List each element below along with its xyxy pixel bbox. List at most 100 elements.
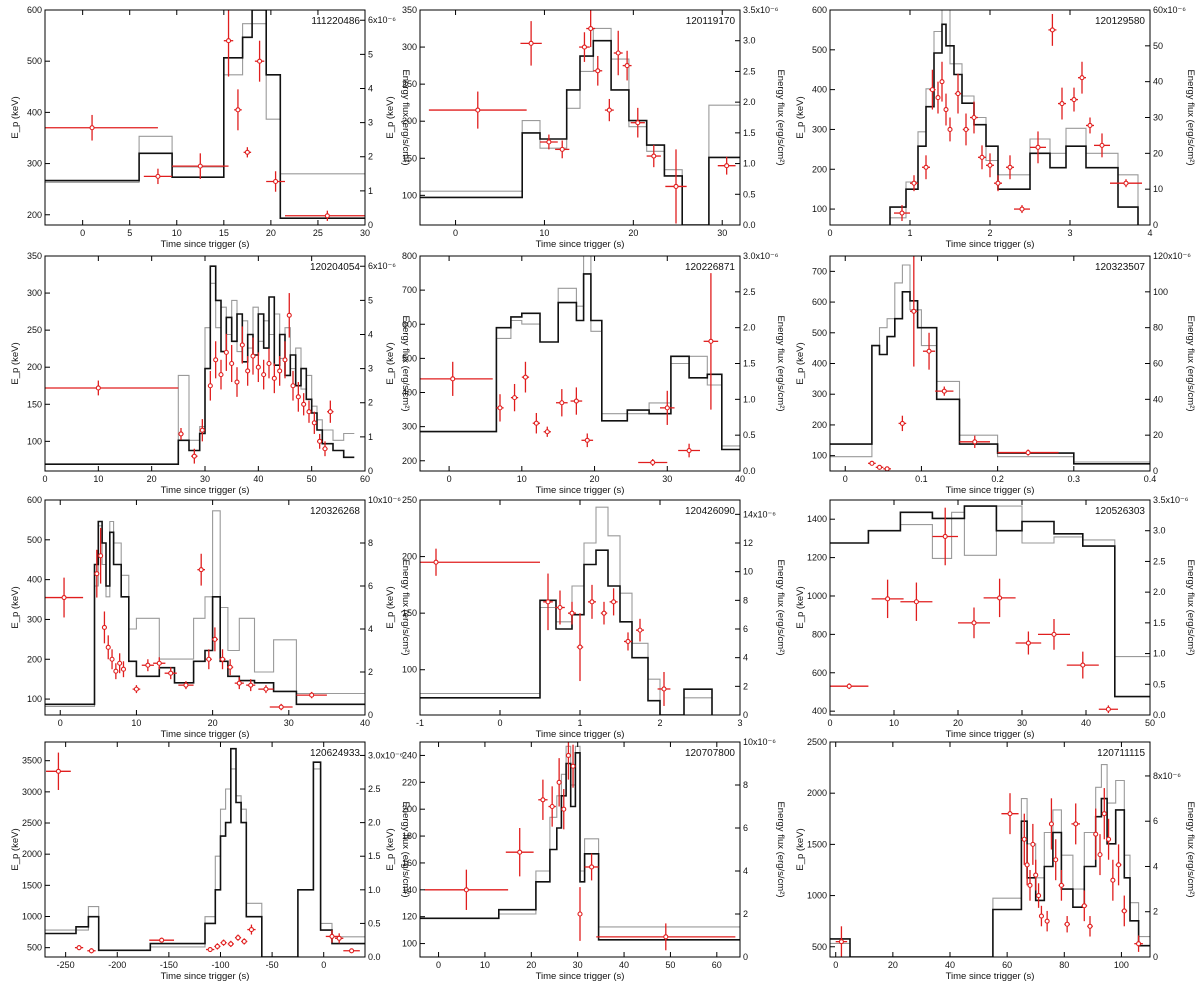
point-marker xyxy=(309,692,315,698)
plot-area xyxy=(830,505,1150,714)
data-point xyxy=(223,333,229,371)
point-marker xyxy=(995,180,1001,186)
x-tick-label: 30 xyxy=(662,474,672,484)
y2-tick-label: 4 xyxy=(368,83,373,93)
x-axis-label: Time since trigger (s) xyxy=(946,239,1035,250)
point-marker xyxy=(248,682,254,688)
panel-id: 120323507 xyxy=(1095,262,1145,273)
point-marker xyxy=(584,437,590,443)
data-point xyxy=(322,441,328,457)
point-marker xyxy=(637,627,643,633)
y2-tick-label: 0.5 xyxy=(368,918,381,928)
point-marker xyxy=(263,686,269,692)
y2-axis-label: Energy flux (erg/s/cm²) xyxy=(775,801,786,897)
plot-area xyxy=(420,506,713,715)
point-marker xyxy=(1025,450,1031,456)
point-marker xyxy=(624,63,630,69)
data-point xyxy=(1048,798,1054,850)
x-tick-label: 0.4 xyxy=(1144,474,1157,484)
data-point xyxy=(241,938,248,945)
data-point xyxy=(1030,823,1036,865)
point-marker xyxy=(1101,811,1107,817)
panel-id: 120707800 xyxy=(685,748,735,759)
plot-area xyxy=(420,742,740,951)
point-marker xyxy=(544,429,550,435)
x-tick-label: 0 xyxy=(453,228,458,238)
x-tick-label: 30 xyxy=(717,228,727,238)
x-axis-label: Time since trigger (s) xyxy=(946,729,1035,740)
point-marker xyxy=(207,383,213,389)
point-marker xyxy=(213,357,219,363)
flux-curve-light xyxy=(420,256,740,447)
y2-tick-label: 50 xyxy=(1153,41,1163,51)
panel-id: 120624933 xyxy=(310,748,360,759)
y-tick-label: 500 xyxy=(27,535,42,545)
y-tick-label: 100 xyxy=(812,204,827,214)
flux-curve-light xyxy=(830,505,1150,658)
data-point xyxy=(295,382,301,412)
y2-tick-label: 10x10⁻⁶ xyxy=(368,495,401,505)
plot-area xyxy=(45,510,365,711)
y-tick-label: 100 xyxy=(402,939,417,949)
data-point xyxy=(258,685,274,694)
data-point xyxy=(962,113,970,146)
x-tick-label: -200 xyxy=(108,960,126,970)
plot-frame xyxy=(44,9,366,226)
x-tick-label: 0 xyxy=(447,474,452,484)
panel-id: 120119170 xyxy=(686,16,736,27)
data-point xyxy=(622,50,632,81)
point-marker xyxy=(615,50,621,56)
y-tick-label: 120 xyxy=(402,912,417,922)
y-tick-label: 2500 xyxy=(22,818,42,828)
data-point xyxy=(229,344,235,383)
data-point xyxy=(561,789,567,830)
point-marker xyxy=(661,686,667,692)
point-marker xyxy=(606,107,612,113)
data-point xyxy=(143,168,173,185)
data-point xyxy=(94,549,100,598)
point-marker xyxy=(846,683,852,689)
point-marker xyxy=(61,594,67,601)
y2-tick-label: 1.0 xyxy=(743,394,756,404)
plot-frame xyxy=(44,499,366,716)
data-point xyxy=(1027,869,1033,901)
point-marker xyxy=(979,154,985,160)
y2-tick-label: 3.0 xyxy=(743,36,756,46)
y-axis-label: E_p (keV) xyxy=(385,828,396,870)
point-marker xyxy=(1079,75,1085,81)
x-tick-label: 60 xyxy=(712,960,722,970)
point-marker xyxy=(1044,918,1050,924)
x-tick-label: 80 xyxy=(1059,960,1069,970)
data-point xyxy=(588,584,596,619)
y-tick-label: 600 xyxy=(27,5,42,15)
y-tick-label: 200 xyxy=(812,420,827,430)
x-tick-label: 30 xyxy=(360,228,370,238)
x-tick-label: 10 xyxy=(480,960,490,970)
data-point xyxy=(247,924,256,935)
y2-tick-label: 10 xyxy=(1153,184,1163,194)
y-tick-label: 3500 xyxy=(22,756,42,766)
panel-120624933: -250 -200 -150 -100 -50 0 500 1000 1500 2000 2500 3… xyxy=(10,741,411,982)
data-point xyxy=(584,853,599,881)
y2-tick-label: 1 xyxy=(368,432,373,442)
point-marker xyxy=(1110,877,1116,883)
point-marker xyxy=(589,864,595,870)
data-point xyxy=(703,273,719,410)
point-marker xyxy=(876,464,883,470)
point-marker xyxy=(939,79,945,85)
y-tick-label: 400 xyxy=(27,575,42,585)
panel-id: 120711115 xyxy=(1097,748,1145,759)
point-marker xyxy=(911,308,917,314)
x-tick-label: 0 xyxy=(436,960,441,970)
data-point xyxy=(922,155,930,180)
panel-120707800: 0 10 20 30 40 50 60 100 120 140 160 180 200 220 240 0 2 4… xyxy=(385,737,786,982)
point-marker xyxy=(159,937,165,943)
data-point xyxy=(132,685,141,694)
data-point xyxy=(997,449,1059,456)
x-tick-label: 40 xyxy=(945,960,955,970)
plot-area xyxy=(45,10,365,221)
data-point xyxy=(556,758,562,807)
data-point xyxy=(234,367,240,397)
data-point xyxy=(894,205,910,222)
y2-tick-label: 8 xyxy=(368,538,373,548)
